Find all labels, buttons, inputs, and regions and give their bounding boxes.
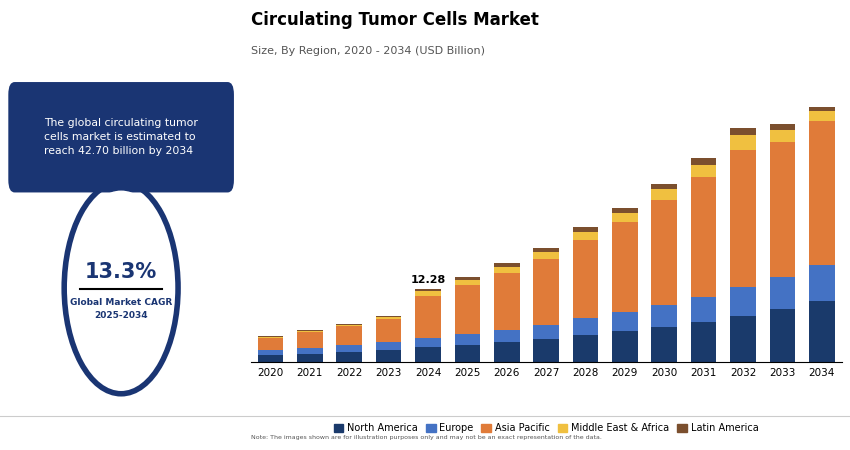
Text: The global circulating tumor
cells market is estimated to
reach 42.70 billion by: The global circulating tumor cells marke… bbox=[44, 118, 198, 156]
Bar bbox=[691, 322, 717, 362]
Bar bbox=[415, 291, 441, 296]
Bar bbox=[691, 177, 717, 297]
Text: Global Market CAGR: Global Market CAGR bbox=[70, 298, 173, 307]
Bar bbox=[769, 277, 796, 309]
Bar bbox=[455, 285, 480, 334]
Bar bbox=[494, 342, 519, 362]
Bar bbox=[297, 331, 323, 332]
Bar bbox=[494, 267, 519, 273]
Bar bbox=[258, 338, 283, 350]
Bar bbox=[533, 252, 559, 259]
Bar bbox=[415, 338, 441, 347]
Bar bbox=[809, 301, 835, 362]
Bar bbox=[533, 324, 559, 339]
Bar bbox=[809, 265, 835, 301]
Bar bbox=[494, 273, 519, 330]
Bar bbox=[769, 130, 796, 142]
FancyBboxPatch shape bbox=[8, 81, 235, 194]
Bar bbox=[573, 227, 598, 232]
Bar bbox=[258, 355, 283, 362]
Bar bbox=[533, 259, 559, 324]
Text: 12.28: 12.28 bbox=[411, 275, 445, 285]
Bar bbox=[376, 342, 401, 350]
Bar bbox=[612, 312, 638, 331]
Legend: North America, Europe, Asia Pacific, Middle East & Africa, Latin America: North America, Europe, Asia Pacific, Mid… bbox=[330, 419, 762, 437]
Bar bbox=[573, 318, 598, 335]
Bar bbox=[337, 324, 362, 326]
Bar bbox=[297, 332, 323, 348]
Bar bbox=[651, 189, 677, 200]
Text: POLARIS: POLARIS bbox=[88, 49, 155, 63]
Bar bbox=[691, 158, 717, 165]
Bar bbox=[297, 330, 323, 331]
Bar bbox=[691, 165, 717, 177]
Bar bbox=[651, 327, 677, 362]
Bar bbox=[494, 264, 519, 267]
Text: Size, By Region, 2020 - 2034 (USD Billion): Size, By Region, 2020 - 2034 (USD Billio… bbox=[251, 46, 484, 56]
Bar bbox=[573, 240, 598, 318]
Bar bbox=[415, 347, 441, 362]
Bar bbox=[533, 339, 559, 362]
Bar bbox=[337, 352, 362, 362]
Bar bbox=[258, 350, 283, 355]
Bar bbox=[297, 348, 323, 354]
Bar bbox=[455, 280, 480, 285]
Bar bbox=[494, 330, 519, 342]
Text: Note: The images shown are for illustration purposes only and may not be an exac: Note: The images shown are for illustrat… bbox=[251, 435, 602, 440]
Bar bbox=[258, 337, 283, 338]
Bar bbox=[730, 128, 756, 135]
Bar bbox=[573, 335, 598, 362]
Circle shape bbox=[69, 191, 173, 385]
Text: 13.3%: 13.3% bbox=[85, 262, 157, 282]
Bar bbox=[337, 345, 362, 352]
Bar bbox=[455, 334, 480, 345]
Bar bbox=[376, 316, 401, 317]
Bar bbox=[455, 345, 480, 362]
Bar bbox=[612, 222, 638, 312]
Bar bbox=[730, 288, 756, 315]
Bar bbox=[415, 296, 441, 338]
Bar bbox=[415, 289, 441, 291]
Bar bbox=[809, 121, 835, 265]
Bar bbox=[533, 248, 559, 252]
Text: Source: www.polarismarketresearch.com: Source: www.polarismarketresearch.com bbox=[49, 431, 193, 437]
Text: MARKET RESEARCH: MARKET RESEARCH bbox=[88, 67, 155, 73]
Bar bbox=[612, 207, 638, 212]
Text: 2025-2034: 2025-2034 bbox=[94, 310, 148, 320]
Bar bbox=[730, 135, 756, 150]
Bar bbox=[337, 326, 362, 345]
Bar bbox=[691, 297, 717, 322]
Bar bbox=[651, 184, 677, 189]
Bar bbox=[769, 142, 796, 277]
Bar bbox=[376, 317, 401, 319]
Text: Circulating Tumor Cells Market: Circulating Tumor Cells Market bbox=[251, 11, 539, 29]
Bar bbox=[651, 305, 677, 327]
Bar bbox=[612, 212, 638, 222]
Bar bbox=[258, 336, 283, 337]
Bar bbox=[769, 309, 796, 362]
Bar bbox=[376, 319, 401, 342]
Bar bbox=[730, 315, 756, 362]
Bar bbox=[769, 124, 796, 130]
Bar bbox=[455, 277, 480, 280]
Bar bbox=[651, 200, 677, 305]
Bar bbox=[573, 232, 598, 240]
Bar bbox=[809, 112, 835, 121]
Bar bbox=[730, 150, 756, 288]
Bar bbox=[376, 350, 401, 362]
Bar bbox=[809, 107, 835, 112]
Bar bbox=[297, 354, 323, 362]
Bar bbox=[612, 331, 638, 362]
